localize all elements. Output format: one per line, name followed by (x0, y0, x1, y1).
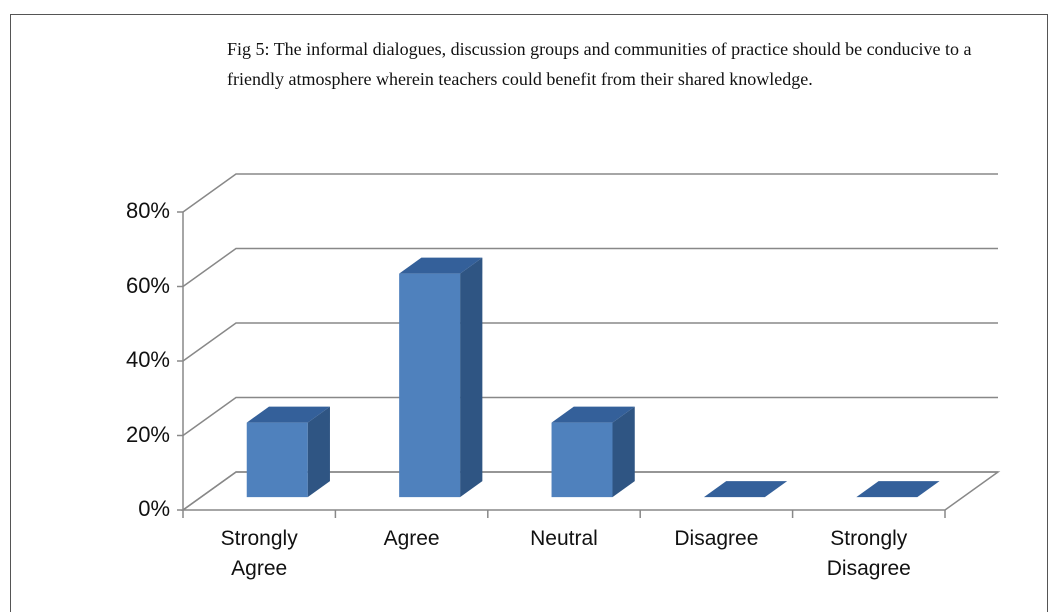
grid-line (182, 247, 998, 288)
bar (551, 422, 613, 498)
x-tick-label: Neutral (530, 527, 598, 550)
chart-frame (10, 14, 1048, 612)
bar-top (551, 406, 635, 423)
y-tick-label: 20% (125, 421, 170, 447)
x-tick-label: Strongly Disagree (826, 527, 911, 580)
bar (399, 273, 461, 498)
grid-line (182, 396, 998, 437)
x-tick-label: Disagree (674, 527, 759, 550)
y-tick-label: 80% (125, 198, 170, 223)
y-tick-label: 0% (138, 496, 170, 521)
bar-top (399, 257, 483, 274)
bar-top (703, 481, 788, 498)
bar-top (856, 481, 940, 498)
bar-side (460, 257, 483, 498)
grid-line (182, 322, 998, 362)
y-tick-label: 60% (125, 272, 170, 298)
x-tick-label: Agree (383, 527, 440, 550)
y-tick-label: 40% (125, 347, 170, 372)
bar-side (307, 406, 330, 498)
x-tick-label: Strongly Agree (220, 527, 298, 580)
bar (246, 422, 308, 498)
bar-side (612, 406, 635, 498)
grid-line (182, 173, 998, 213)
grid-line (182, 471, 998, 511)
chart-title: Fig 5: The informal dialogues, discussio… (227, 39, 972, 89)
bar-top (246, 406, 330, 423)
